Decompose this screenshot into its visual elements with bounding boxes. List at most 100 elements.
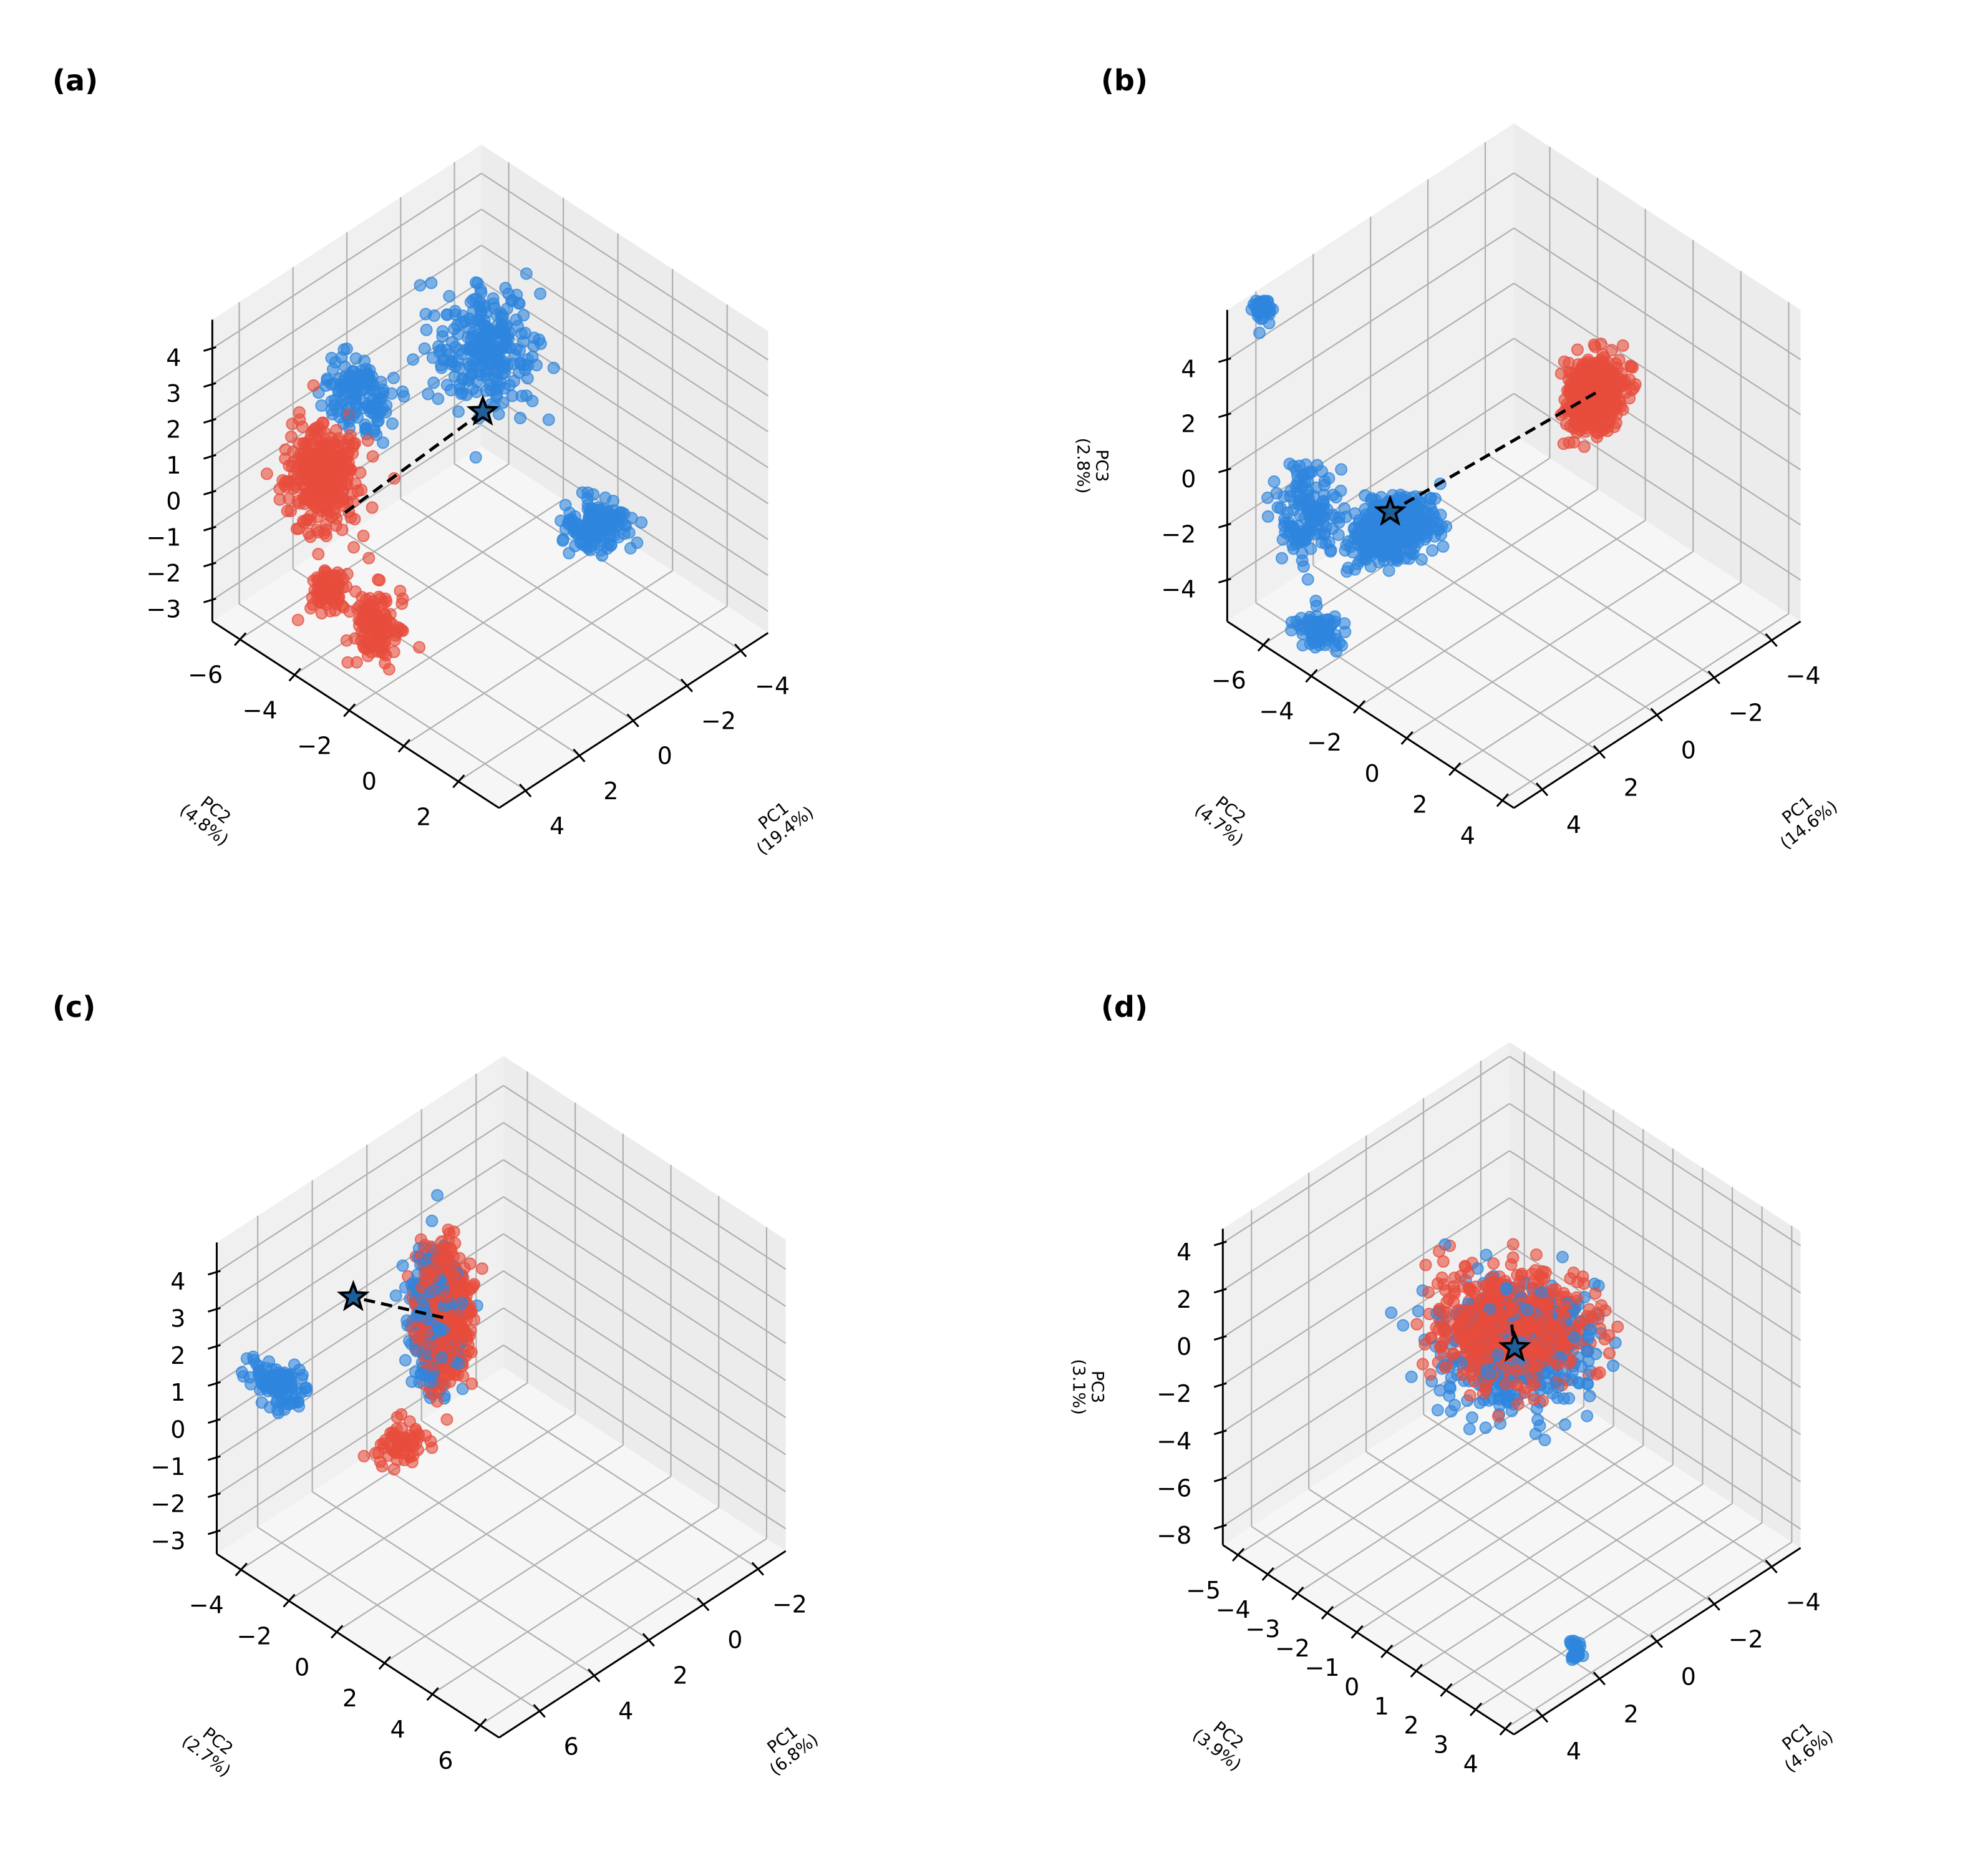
grid-line bbox=[240, 1382, 528, 1570]
pc2-tick bbox=[1499, 1721, 1512, 1736]
grid-line bbox=[312, 1491, 595, 1676]
pc3-axis-label-line: (3.1%) bbox=[1069, 1359, 1088, 1415]
blue-point bbox=[1271, 501, 1284, 514]
red-point bbox=[349, 585, 362, 598]
pc2-tick bbox=[378, 1656, 392, 1670]
red-point bbox=[1554, 367, 1568, 380]
red-point bbox=[458, 1326, 472, 1339]
pc2-tick bbox=[1440, 1683, 1453, 1697]
pc2-tick-label: 6 bbox=[438, 1747, 453, 1774]
centroid-dashed-line bbox=[344, 410, 484, 514]
pc2-tick bbox=[1291, 1586, 1304, 1600]
blue-point bbox=[385, 387, 398, 400]
red-point bbox=[407, 1449, 420, 1462]
grid-line bbox=[1509, 1244, 1801, 1436]
red-point bbox=[1539, 1300, 1552, 1313]
grid-line bbox=[421, 1420, 704, 1605]
blue-point bbox=[563, 547, 576, 560]
pc2-tick bbox=[1350, 1625, 1364, 1639]
grid-line bbox=[1509, 1197, 1801, 1388]
red-point bbox=[1538, 1354, 1551, 1367]
blue-point bbox=[565, 512, 578, 525]
blue-point bbox=[325, 378, 338, 391]
pc3-tick-label: −1 bbox=[150, 1453, 185, 1481]
blue-point bbox=[556, 534, 570, 547]
scatter3d-b: −4−2024−6−4−2024420−2−4PC1(14.6%)PC2(4.7… bbox=[1073, 123, 1841, 854]
blue-point bbox=[431, 1189, 444, 1202]
blue-point bbox=[1288, 497, 1301, 510]
red-point bbox=[1529, 1264, 1542, 1277]
pc2-tick-label: 2 bbox=[1412, 791, 1427, 819]
pc3-tick bbox=[1218, 357, 1231, 363]
blue-point bbox=[510, 313, 523, 326]
centroid-dashed-line bbox=[352, 1295, 444, 1320]
pc2-tick-label: −3 bbox=[1245, 1615, 1280, 1643]
pc3-tick-label: −2 bbox=[146, 560, 181, 587]
panel-c: (c) −2 0 2 4 6 −4 −2 0 2 4 6 4 3 2 1 0 −1 −2 −3 PC1 (6.8%) PC… bbox=[0, 926, 973, 1831]
blue-point bbox=[584, 543, 596, 557]
red-point bbox=[311, 591, 324, 605]
pc2-tick-label: 1 bbox=[1374, 1693, 1389, 1720]
red-point bbox=[1573, 1316, 1586, 1329]
pc1-tick-label: 2 bbox=[1624, 1700, 1639, 1728]
red-point bbox=[1629, 378, 1642, 391]
pc2-tick-label: 0 bbox=[294, 1653, 309, 1681]
pc1-axis-label: PC1(14.6%) bbox=[1777, 792, 1841, 853]
blue-centroid-star-icon bbox=[1374, 494, 1407, 526]
pc1-tick-label: 0 bbox=[1681, 1663, 1696, 1691]
blue-point bbox=[1408, 541, 1421, 554]
red-point bbox=[421, 1325, 434, 1338]
blue-point bbox=[1324, 545, 1337, 558]
pc2-tick bbox=[1352, 700, 1366, 714]
grid-line bbox=[475, 1384, 759, 1570]
blue-point bbox=[420, 323, 433, 336]
red-point bbox=[1568, 435, 1581, 449]
grid-line bbox=[1251, 1525, 1543, 1717]
grid-line bbox=[1423, 1414, 1715, 1605]
pc2-tick bbox=[474, 1718, 487, 1733]
pc2-tick bbox=[1469, 1702, 1483, 1716]
panel-a: (a) −4 −2 0 2 4 −6 −4 −2 0 2 4 3 2 1 0 −1 −2 −3 PC1 (19.4%)… bbox=[0, 0, 973, 905]
red-point bbox=[1418, 1338, 1432, 1351]
pc3-tick-label: −3 bbox=[150, 1527, 185, 1555]
red-point bbox=[260, 467, 273, 480]
blue-point bbox=[521, 359, 535, 372]
pc2-tick bbox=[234, 632, 247, 646]
red-point bbox=[319, 523, 332, 537]
blue-point bbox=[1296, 547, 1309, 560]
blue-point bbox=[1261, 510, 1274, 523]
pc1-tick bbox=[588, 1668, 601, 1683]
blue-point bbox=[449, 308, 462, 321]
pc2-axis-line bbox=[1222, 1544, 1515, 1736]
blue-point bbox=[400, 1314, 414, 1327]
pc1-tick bbox=[1650, 1634, 1663, 1648]
blue-point bbox=[1390, 551, 1403, 563]
pc3-tick bbox=[203, 490, 216, 496]
blue-point bbox=[1332, 528, 1345, 542]
red-point bbox=[1437, 1255, 1450, 1268]
grid-line bbox=[1267, 1386, 1554, 1575]
red-point bbox=[291, 613, 304, 626]
red-point bbox=[395, 597, 409, 610]
red-point bbox=[357, 529, 370, 542]
pc1-tick bbox=[1707, 1597, 1720, 1611]
red-point bbox=[304, 601, 317, 615]
grid-line bbox=[216, 1085, 504, 1273]
blue-point bbox=[235, 1366, 248, 1379]
grid-line bbox=[1326, 1425, 1614, 1613]
red-point bbox=[465, 1346, 478, 1359]
blue-point bbox=[480, 384, 493, 397]
blue-point bbox=[507, 357, 520, 371]
pc3-tick-label: 4 bbox=[1176, 1238, 1191, 1266]
red-point bbox=[361, 434, 374, 447]
blue-point bbox=[547, 361, 560, 374]
red-point bbox=[326, 473, 339, 486]
pc1-tick-label: 2 bbox=[673, 1661, 688, 1689]
red-point bbox=[321, 483, 334, 496]
grid-line bbox=[1513, 283, 1801, 470]
blue-point bbox=[359, 418, 372, 431]
pc3-axis-label: PC3(2.8%) bbox=[1073, 438, 1111, 494]
blue-point bbox=[478, 321, 492, 334]
red-point bbox=[285, 430, 298, 444]
pane-floor bbox=[216, 1367, 786, 1738]
